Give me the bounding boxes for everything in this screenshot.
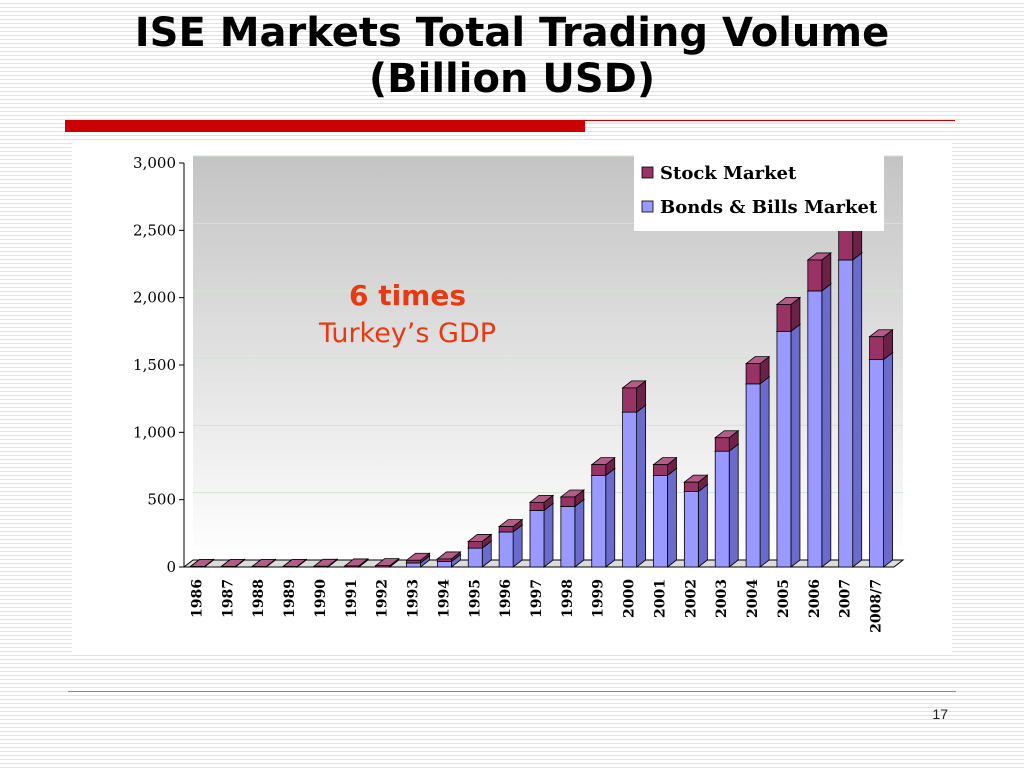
- title-line-2: (Billion USD): [368, 56, 656, 102]
- bar-stock-market: [714, 429, 740, 453]
- title-underline-bar: [65, 118, 955, 132]
- bar-stock-market: [775, 296, 802, 333]
- x-tick-label: 1995: [467, 579, 483, 618]
- bar-stock-market: [621, 380, 647, 413]
- x-tick-label: 1993: [406, 579, 422, 618]
- bar-bonds-bills: [744, 376, 771, 568]
- x-tick-label: 2008/7: [869, 579, 885, 633]
- x-tick-label: 1991: [344, 579, 360, 618]
- bar-stock-market: [312, 558, 339, 568]
- x-tick-label: 1992: [375, 579, 391, 618]
- bar-stock-market: [467, 533, 493, 549]
- x-tick-label: 1990: [313, 579, 329, 618]
- bar-stock-market: [744, 355, 771, 385]
- x-tick-label: 1996: [498, 579, 514, 618]
- annotation-line-2: Turkey’s GDP: [318, 318, 497, 349]
- bar-stock-market: [806, 252, 832, 292]
- bar-stock-market: [497, 518, 524, 533]
- legend-label: Bonds & Bills Market: [660, 197, 878, 218]
- slide-title: ISE Markets Total Trading Volume (Billio…: [0, 10, 1024, 102]
- x-tick-label: 1994: [436, 579, 452, 618]
- legend-swatch: [641, 166, 654, 179]
- legend-box: [634, 153, 884, 231]
- y-tick-label: 1,500: [133, 356, 176, 374]
- x-tick-label: 2001: [652, 579, 668, 618]
- x-tick-label: 2002: [683, 579, 699, 618]
- bar-bonds-bills: [806, 283, 832, 568]
- x-tick-label: 1988: [251, 579, 267, 618]
- y-tick-label: 2,500: [133, 221, 176, 239]
- bar-bonds-bills: [559, 498, 586, 568]
- bar-stock-market: [374, 557, 400, 568]
- bar-stock-market: [251, 558, 277, 568]
- legend-label: Stock Market: [660, 163, 797, 184]
- bar-stock-market: [559, 489, 586, 508]
- bar-bonds-bills: [621, 404, 647, 568]
- x-tick-label: 2005: [776, 579, 792, 618]
- bar-stock-market: [652, 456, 678, 477]
- x-tick-label: 2000: [622, 579, 638, 618]
- footer-divider: [68, 691, 956, 692]
- x-tick-label: 1998: [560, 579, 576, 618]
- x-tick-label: 1989: [282, 579, 298, 618]
- x-tick-label: 1986: [189, 579, 205, 618]
- bar-stock-market: [590, 456, 616, 477]
- bar-bonds-bills: [590, 467, 616, 568]
- bar-stock-market: [220, 558, 246, 568]
- x-tick-label: 2004: [745, 579, 761, 618]
- gdp-annotation: 6 times Turkey’s GDP: [290, 277, 525, 353]
- bar-stock-market: [528, 494, 555, 512]
- page-number: 17: [932, 706, 948, 722]
- x-tick-label: 2007: [838, 579, 854, 618]
- bar-bonds-bills: [714, 443, 740, 568]
- x-tick-label: 2006: [807, 579, 823, 618]
- y-tick-label: 500: [147, 491, 176, 509]
- x-tick-label: 2003: [714, 579, 730, 618]
- x-tick-label: 1999: [591, 579, 607, 618]
- bar-stock-market: [189, 558, 215, 568]
- bar-stock-market: [405, 552, 431, 564]
- title-underline-red: [65, 120, 585, 132]
- bar-stock-market: [343, 558, 369, 568]
- y-tick-label: 1,000: [133, 423, 176, 441]
- y-tick-label: 3,000: [133, 154, 176, 172]
- bar-stock-market: [683, 474, 709, 493]
- bar-stock-market: [436, 551, 462, 563]
- bar-bonds-bills: [652, 467, 678, 568]
- x-tick-label: 1987: [220, 579, 236, 618]
- y-tick-label: 0: [166, 558, 176, 576]
- bar-bonds-bills: [775, 323, 802, 568]
- bar-bonds-bills: [868, 351, 894, 568]
- bar-chart: 0 500 1,000 1,500 2,000 2,500 3,000 1986 1987 19…: [133, 153, 905, 633]
- bar-stock-market: [868, 328, 894, 361]
- bar-stock-market: [281, 558, 308, 568]
- title-line-1: ISE Markets Total Trading Volume: [134, 10, 890, 56]
- chart-panel: 0 500 1,000 1,500 2,000 2,500 3,000 1986 1987 19…: [72, 141, 952, 654]
- title-underline-thin: [585, 120, 955, 121]
- bar-bonds-bills: [837, 252, 863, 568]
- annotation-line-1: 6 times: [348, 279, 467, 312]
- legend-swatch: [641, 200, 654, 213]
- bar-bonds-bills: [528, 502, 555, 568]
- bar-bonds-bills: [683, 483, 709, 568]
- x-tick-label: 1997: [529, 579, 545, 618]
- y-tick-label: 2,000: [133, 289, 176, 307]
